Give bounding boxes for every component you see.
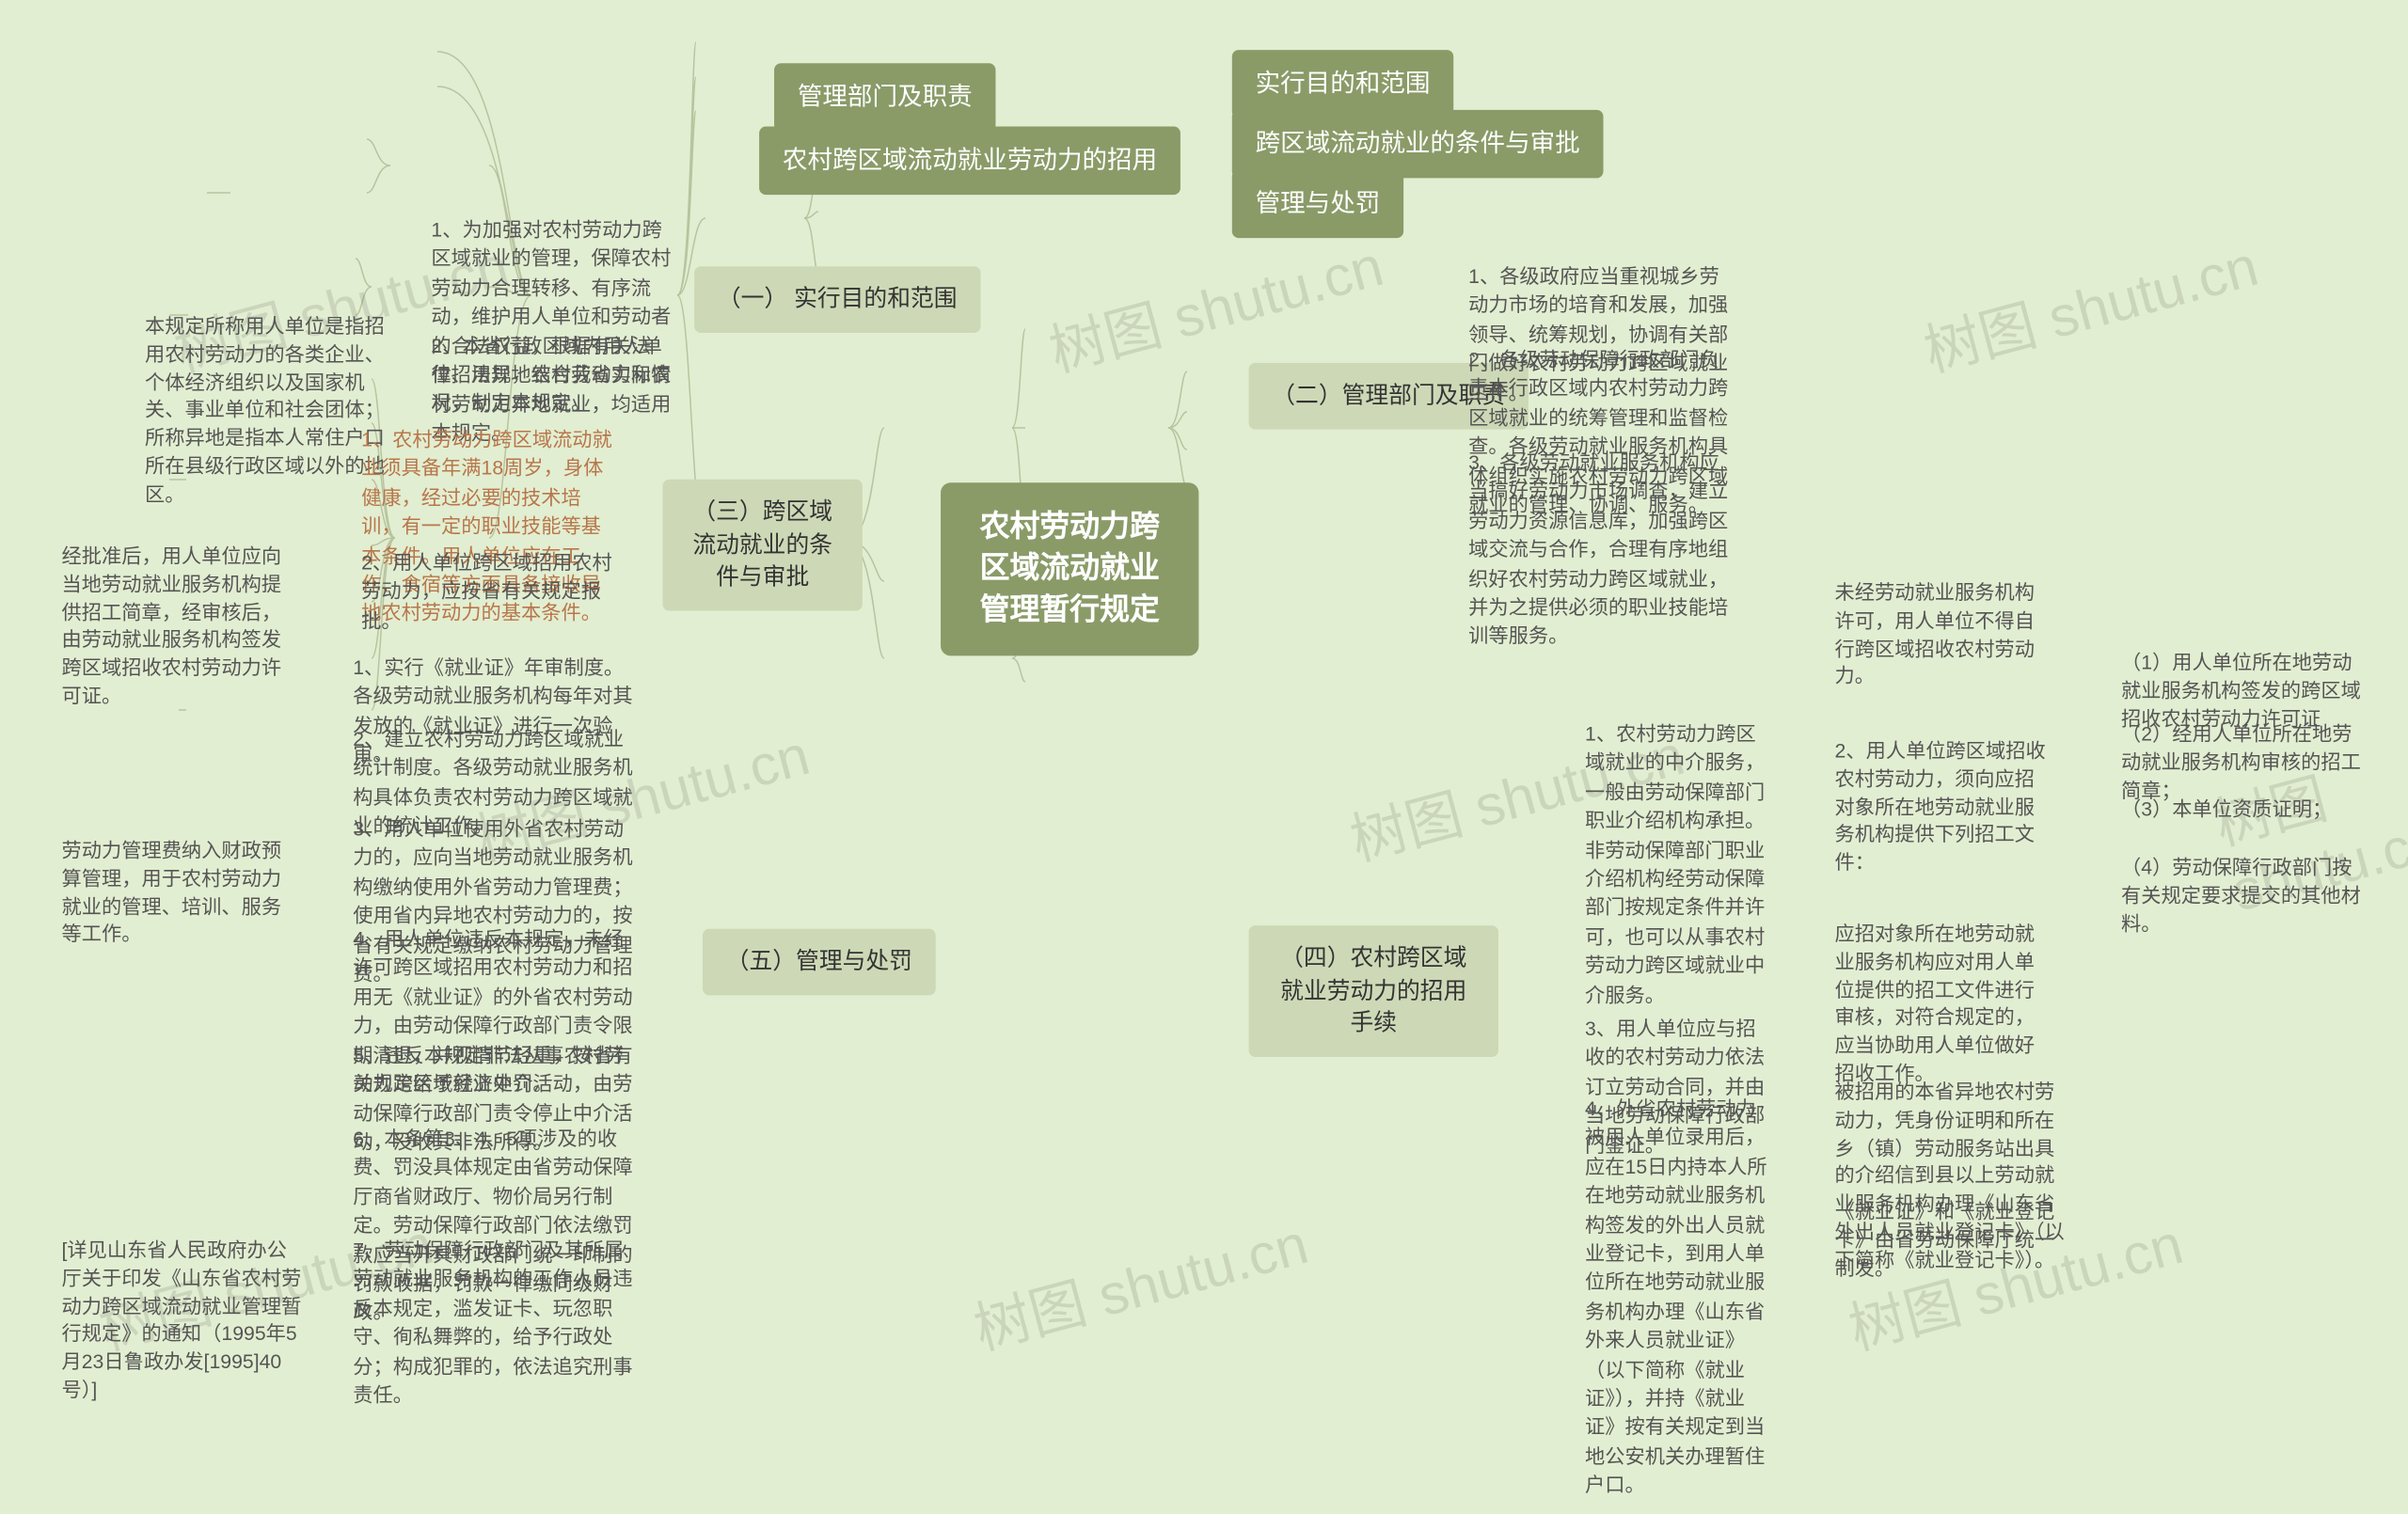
ls5-sub-g: 7、劳动保障行政部门及其所属劳动就业服务机构的工作人员违反本规定，滥发证卡、玩忽…	[333, 1223, 657, 1424]
ls5c-sub: 劳动力管理费纳入财政预算管理，用于农村劳动力就业的管理、培训、服务等工作。	[41, 824, 316, 962]
rs2-sub-c: 3、各级劳动就业服务机构应当搞好劳动力市场调查，建立劳动力资源信息库，加强跨区域…	[1449, 436, 1756, 666]
rs4a-sub-1: 2、用人单位跨区域招收农村劳动力，须向应招对象所在地劳动就业服务机构提供下列招工…	[1814, 724, 2072, 891]
center-node[interactable]: 农村劳动力跨区域流动就业管理暂行规定	[941, 482, 1198, 654]
ls3b-sub: 经批准后，用人单位应向当地劳动就业服务机构提供招工简章，经审核后，由劳动就业服务…	[41, 529, 308, 724]
right-sect-4[interactable]: （四）农村跨区域就业劳动力的招用手续	[1249, 925, 1499, 1056]
rs4-sub-a: 1、农村劳动力跨区域就业的中介服务，一般由劳动保障部门职业介绍机构承担。非劳动保…	[1565, 707, 1790, 1023]
right-main-2[interactable]: 跨区域流动就业的条件与审批	[1232, 110, 1604, 179]
mindmap-canvas: 农村劳动力跨区域流动就业管理暂行规定 管理部门及职责 农村跨区域流动就业劳动力的…	[0, 0, 2407, 1343]
ls3-sub-b: 2、用人单位跨区域招用农村劳动力，应按省有关规定报批。	[341, 536, 633, 650]
ls5g-sub: [详见山东省人民政府办公厅关于印发《山东省农村劳动力跨区域流动就业管理暂行规定》…	[41, 1223, 321, 1418]
rs4a1-item-d: （4）劳动保障行政部门按有关规定要求提交的其他材料。	[2101, 841, 2381, 952]
rs4-sub-c: 4、外省农村劳动力被用人单位录用后，应在15日内持本人所在地劳动就业服务机构签发…	[1565, 1082, 1790, 1514]
left-main-2[interactable]: 农村跨区域流动就业劳动力的招用	[759, 127, 1180, 196]
left-sect-1[interactable]: （一） 实行目的和范围	[694, 266, 980, 332]
left-sect-5[interactable]: （五）管理与处罚	[703, 929, 936, 995]
left-sect-3[interactable]: （三）跨区域流动就业的条件与审批	[662, 480, 862, 610]
right-main-3[interactable]: 管理与处罚	[1232, 170, 1403, 239]
left-main-1[interactable]: 管理部门及职责	[774, 63, 995, 132]
rs4a1-item-c: （3）本单位资质证明；	[2101, 782, 2381, 837]
rs4c-sub-2: 《就业证》和《就业登记卡》由省劳动保障厅统一制发。	[1814, 1185, 2089, 1296]
rs4a-sub-0: 未经劳动就业服务机构许可，用人单位不得自行跨区域招收农村劳动力。	[1814, 566, 2072, 704]
right-main-1[interactable]: 实行目的和范围	[1232, 50, 1453, 118]
